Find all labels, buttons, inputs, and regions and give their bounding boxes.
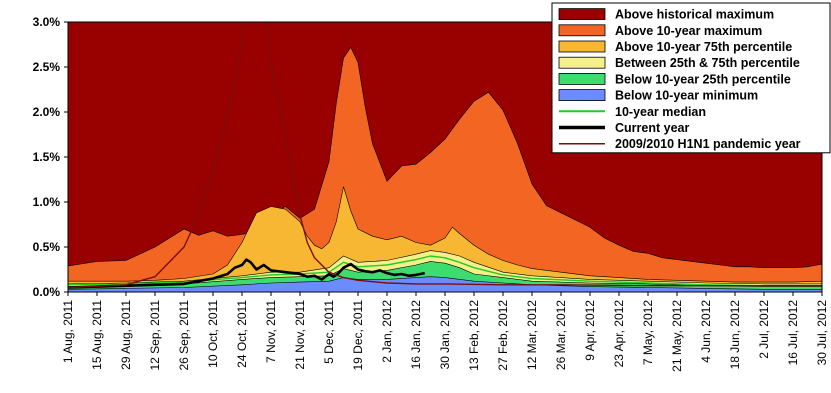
legend-swatch-above-10-year-maximum [558,24,606,37]
legend-label-current-year: Current year [615,121,689,135]
legend-swatch-below-10-year-minimum [558,89,606,101]
x-tick-label: 18 Jun, 2012 [728,300,742,370]
y-tick-label: 1.5% [33,150,61,164]
legend-swatch-below-10-year-25th-percentile [558,73,606,85]
legend-swatch-above-10-year-75th-percentile [558,40,606,53]
y-tick-label: 1.0% [33,195,61,209]
y-tick-label: 3.0% [33,15,61,29]
x-tick-label: 5 Dec, 2011 [322,300,336,364]
legend-label-above-historical-maximum: Above historical maximum [615,8,774,22]
legend-swatch-above-historical-maximum [558,8,606,21]
legend-label-between-25th-75th-percentile: Between 25th & 75th percentile [615,56,800,70]
x-tick-label: 26 Sep, 2011 [177,300,191,371]
y-tick-label: 2.0% [33,105,61,119]
y-tick-label: 2.5% [33,60,61,74]
x-tick-label: 30 Jan, 2012 [438,300,452,370]
legend-label-below-10-year-25th-percentile: Below 10-year 25th percentile [615,72,791,86]
legend: Above historical maximum Above 10-year ma… [551,2,831,154]
x-tick-label: 1 Aug, 2011 [61,300,75,363]
x-tick-label: 24 Oct, 2011 [235,300,249,368]
x-tick-label: 12 Mar, 2012 [525,300,539,370]
legend-label-above-10-year-75th-percentile: Above 10-year 75th percentile [615,40,792,54]
x-tick-label: 16 Jan, 2012 [409,300,423,370]
x-tick-label: 10 Oct, 2011 [206,300,220,368]
legend-label-below-10-year-minimum: Below 10-year minimum [615,89,758,103]
x-tick-label: 27 Feb, 2012 [496,300,510,371]
x-tick-label: 21 May, 2012 [670,300,684,372]
x-tick-label: 2 Jan, 2012 [380,300,394,363]
x-tick-label: 23 Apr, 2012 [612,300,626,368]
x-tick-label: 12 Sep, 2011 [148,300,162,371]
x-tick-label: 7 May, 2012 [641,300,655,365]
x-tick-label: 21 Nov, 2011 [293,300,307,370]
x-tick-label: 2 Jul, 2012 [757,300,771,359]
y-tick-label: 0.0% [33,285,61,299]
x-tick-label: 16 Jul, 2012 [786,300,800,366]
x-tick-label: 9 Apr, 2012 [583,300,597,361]
x-tick-label: 7 Nov, 2011 [264,300,278,363]
legend-label-2009-2010-h1n1-pandemic-year: 2009/2010 H1N1 pandemic year [615,137,801,151]
band-above-10-year-75th-percentile [68,186,822,292]
x-tick-label: 4 Jun, 2012 [699,300,713,363]
x-tick-label: 19 Dec, 2011 [351,300,365,371]
legend-swatch-between-25th-75th-percentile [558,56,606,69]
legend-label-above-10-year-maximum: Above 10-year maximum [615,24,762,38]
x-tick-label: 29 Aug, 2011 [119,300,133,370]
line-10-year-median [68,255,822,287]
x-tick-label: 13 Feb, 2012 [467,300,481,371]
x-tick-label: 30 Jul, 2012 [815,300,829,366]
x-tick-label: 15 Aug, 2011 [90,300,104,370]
line-current-year [68,258,425,289]
x-tick-label: 26 Mar, 2012 [554,300,568,370]
y-tick-label: 0.5% [33,240,61,254]
legend-label-10-year-median: 10-year median [615,105,706,119]
line-2009-2010-h1n1-pandemic-year [68,22,822,289]
